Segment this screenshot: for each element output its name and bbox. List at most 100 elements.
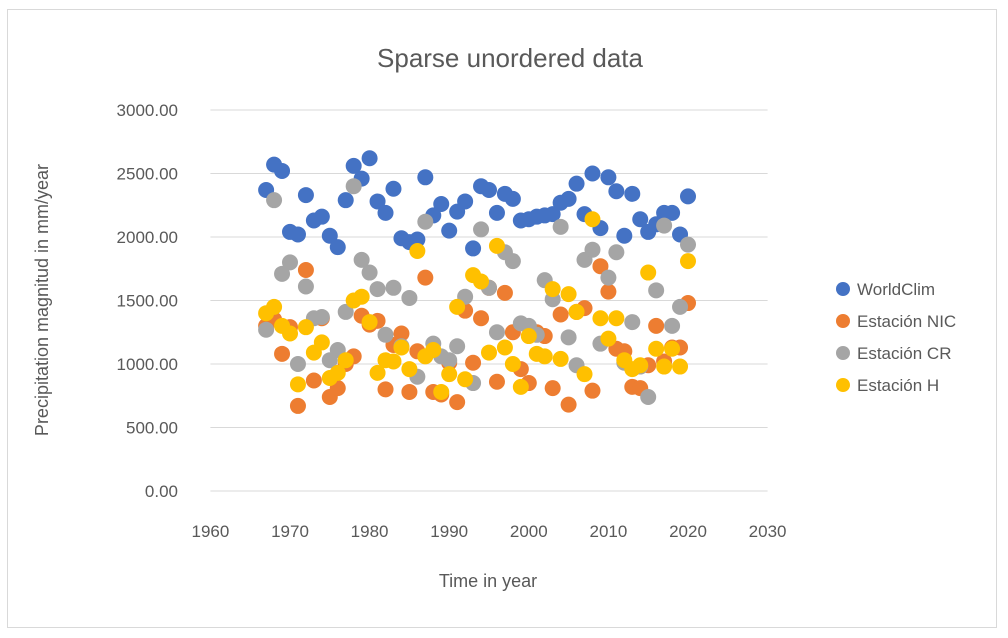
data-point-estaci-n-cr — [313, 309, 330, 326]
legend-marker — [836, 346, 850, 360]
data-point-worldclim — [337, 192, 354, 209]
x-tick-label: 1990 — [430, 522, 468, 541]
data-point-estaci-n-cr — [353, 251, 370, 268]
data-point-estaci-n-h — [329, 364, 346, 381]
data-point-estaci-n-nic — [552, 306, 569, 323]
data-point-estaci-n-cr — [377, 326, 394, 343]
data-point-estaci-n-h — [600, 330, 617, 347]
x-tick-label: 1960 — [191, 522, 229, 541]
data-point-estaci-n-cr — [258, 321, 275, 338]
data-point-estaci-n-h — [568, 303, 585, 320]
legend-marker — [836, 282, 850, 296]
data-point-estaci-n-h — [266, 298, 283, 315]
data-point-worldclim — [409, 231, 426, 248]
data-point-estaci-n-nic — [648, 317, 665, 334]
data-point-worldclim — [568, 175, 585, 192]
data-point-worldclim — [600, 169, 617, 186]
data-point-estaci-n-cr — [401, 289, 418, 306]
data-point-estaci-n-h — [560, 286, 577, 303]
data-point-estaci-n-h — [656, 358, 673, 375]
data-point-estaci-n-cr — [297, 278, 314, 295]
data-point-worldclim — [433, 195, 450, 212]
data-point-worldclim — [361, 150, 378, 167]
data-point-estaci-n-cr — [672, 298, 689, 315]
data-point-estaci-n-h — [457, 371, 474, 388]
data-point-estaci-n-h — [536, 348, 553, 365]
data-point-estaci-n-nic — [544, 380, 561, 397]
data-point-estaci-n-nic — [473, 310, 490, 327]
data-point-worldclim — [274, 162, 291, 179]
data-point-estaci-n-h — [353, 288, 370, 305]
data-point-estaci-n-cr — [274, 265, 291, 282]
data-point-estaci-n-cr — [345, 178, 362, 195]
data-point-estaci-n-nic — [417, 269, 434, 286]
x-tick-label: 2030 — [749, 522, 787, 541]
data-point-estaci-n-nic — [305, 372, 322, 389]
data-point-estaci-n-h — [401, 361, 418, 378]
data-point-estaci-n-h — [672, 358, 689, 375]
data-point-estaci-n-nic — [488, 373, 505, 390]
data-point-estaci-n-h — [409, 242, 426, 259]
legend-label: Estación CR — [857, 344, 951, 363]
y-axis-title: Precipitation magnitud in mm/year — [32, 164, 52, 436]
data-point-estaci-n-nic — [401, 383, 418, 400]
data-point-estaci-n-h — [520, 328, 537, 345]
data-point-estaci-n-cr — [640, 389, 657, 406]
data-point-worldclim — [385, 180, 402, 197]
data-point-estaci-n-cr — [282, 254, 298, 271]
data-point-estaci-n-h — [640, 264, 657, 281]
chart-area — [7, 9, 997, 628]
data-point-worldclim — [329, 239, 346, 256]
data-point-estaci-n-h — [441, 366, 458, 383]
data-point-estaci-n-h — [385, 353, 402, 370]
data-point-estaci-n-cr — [361, 264, 378, 281]
data-point-estaci-n-h — [488, 237, 505, 254]
data-point-worldclim — [417, 169, 434, 186]
data-point-estaci-n-h — [608, 310, 625, 327]
data-point-estaci-n-cr — [289, 356, 306, 372]
data-point-worldclim — [481, 182, 497, 199]
legend-item: Estación CR — [836, 344, 951, 363]
y-tick-label: 1500.00 — [117, 292, 178, 311]
y-tick-label: 2000.00 — [117, 228, 178, 247]
data-point-estaci-n-nic — [592, 258, 609, 275]
data-point-estaci-n-nic — [377, 381, 394, 398]
legend-label: Estación NIC — [857, 312, 956, 331]
data-point-estaci-n-h — [512, 378, 529, 395]
data-point-estaci-n-h — [393, 339, 410, 356]
y-tick-label: 0.00 — [145, 482, 178, 501]
data-point-estaci-n-cr — [385, 279, 402, 296]
data-point-worldclim — [289, 226, 306, 243]
data-point-worldclim — [664, 204, 681, 221]
x-tick-label: 1970 — [271, 522, 309, 541]
data-point-worldclim — [608, 183, 625, 200]
legend-item: WorldClim — [836, 280, 935, 299]
data-point-estaci-n-nic — [560, 396, 577, 413]
data-point-estaci-n-cr — [266, 192, 283, 209]
data-point-estaci-n-cr — [624, 314, 641, 331]
legend-item: Estación H — [836, 376, 939, 395]
data-point-worldclim — [680, 188, 696, 205]
data-point-estaci-n-cr — [584, 241, 601, 258]
data-point-estaci-n-cr — [608, 244, 625, 261]
data-point-estaci-n-h — [425, 342, 442, 359]
data-point-estaci-n-cr — [488, 324, 505, 341]
data-point-worldclim — [584, 165, 601, 182]
data-point-estaci-n-h — [361, 314, 378, 331]
data-point-estaci-n-cr — [664, 317, 681, 334]
data-point-estaci-n-cr — [600, 269, 617, 286]
legend-label: WorldClim — [857, 280, 935, 299]
data-point-estaci-n-h — [289, 376, 306, 393]
data-point-estaci-n-h — [544, 281, 561, 298]
data-point-estaci-n-h — [313, 334, 330, 351]
data-point-estaci-n-h — [473, 273, 490, 290]
data-point-worldclim — [544, 206, 561, 223]
data-point-worldclim — [616, 227, 633, 244]
data-point-estaci-n-cr — [656, 217, 673, 234]
data-point-worldclim — [560, 190, 577, 207]
data-point-worldclim — [504, 190, 521, 207]
y-tick-label: 2500.00 — [117, 165, 178, 184]
data-point-estaci-n-cr — [473, 221, 490, 238]
x-tick-label: 1980 — [351, 522, 389, 541]
